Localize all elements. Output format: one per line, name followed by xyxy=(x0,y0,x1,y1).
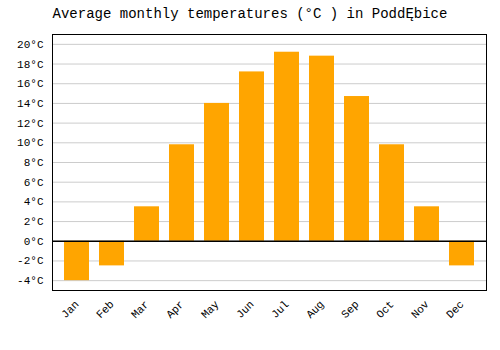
svg-text:Jun: Jun xyxy=(234,298,256,320)
svg-text:10°C: 10°C xyxy=(17,137,44,149)
svg-text:12°C: 12°C xyxy=(17,118,44,130)
svg-text:20°C: 20°C xyxy=(17,39,44,51)
svg-text:0°C: 0°C xyxy=(24,236,44,248)
svg-text:Jan: Jan xyxy=(59,298,81,320)
svg-text:4°C: 4°C xyxy=(24,196,44,208)
svg-text:18°C: 18°C xyxy=(17,59,44,71)
svg-text:-2°C: -2°C xyxy=(17,255,44,267)
svg-text:Oct: Oct xyxy=(374,298,396,320)
svg-text:Mar: Mar xyxy=(129,298,151,320)
svg-text:Feb: Feb xyxy=(94,298,116,320)
svg-text:Sep: Sep xyxy=(339,298,361,320)
svg-text:14°C: 14°C xyxy=(17,98,44,110)
svg-text:Aug: Aug xyxy=(304,298,326,320)
svg-text:16°C: 16°C xyxy=(17,78,44,90)
svg-text:8°C: 8°C xyxy=(24,157,44,169)
svg-text:Dec: Dec xyxy=(444,298,466,320)
svg-text:Apr: Apr xyxy=(164,298,186,320)
svg-text:6°C: 6°C xyxy=(24,177,44,189)
svg-text:-4°C: -4°C xyxy=(17,275,44,287)
svg-text:2°C: 2°C xyxy=(24,216,44,228)
svg-text:Jul: Jul xyxy=(269,298,291,320)
svg-text:Nov: Nov xyxy=(409,298,432,321)
svg-text:May: May xyxy=(199,298,222,321)
html-text:Average monthly temperatures (: Average monthly temperatures (°C ) in Po… xyxy=(52,6,448,22)
